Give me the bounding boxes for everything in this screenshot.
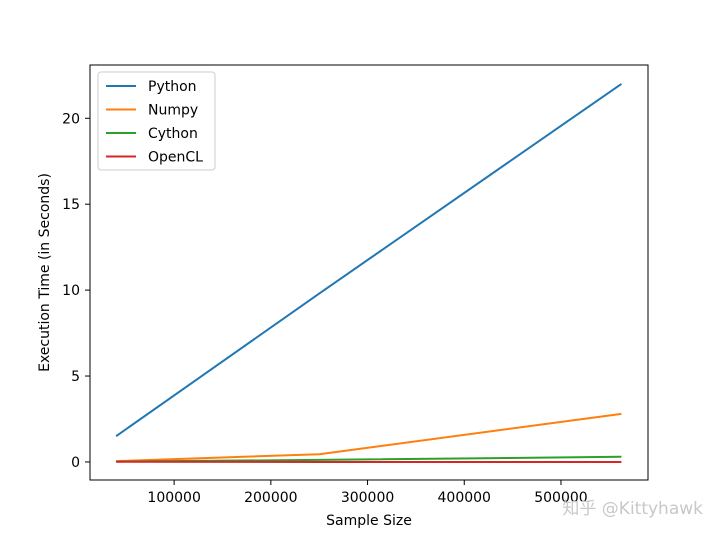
x-tick-label: 400000	[438, 490, 491, 506]
x-axis-label: Sample Size	[326, 513, 412, 529]
series-line-numpy	[116, 412, 622, 463]
watermark-text: 知乎 @Kittyhawk	[562, 499, 703, 519]
y-tick-label: 15	[62, 197, 80, 213]
x-tick-label: 100000	[147, 490, 200, 506]
y-tick-label: 5	[71, 369, 80, 385]
y-axis-ticks: 0 5 10 15 20	[62, 111, 90, 471]
axes-frame	[89, 64, 649, 481]
legend: Python Numpy Cython OpenCL	[97, 71, 216, 171]
legend-label-cython: Cython	[148, 126, 198, 142]
plot-lines	[115, 83, 622, 463]
series-line-python	[115, 83, 622, 437]
legend-box	[97, 71, 216, 171]
legend-label-opencl: OpenCL	[148, 150, 203, 166]
y-tick-label: 20	[62, 111, 80, 127]
y-tick-label: 10	[62, 283, 80, 299]
x-tick-label: 200000	[244, 490, 297, 506]
legend-label-python: Python	[148, 79, 197, 95]
y-axis-label: Execution Time (in Seconds)	[37, 173, 53, 372]
legend-label-numpy: Numpy	[148, 103, 198, 119]
x-axis-ticks: 100000 200000 300000 400000 500000	[147, 480, 588, 506]
x-tick-label: 500000	[534, 490, 587, 506]
x-tick-label: 300000	[341, 490, 394, 506]
y-tick-label: 0	[71, 455, 80, 471]
